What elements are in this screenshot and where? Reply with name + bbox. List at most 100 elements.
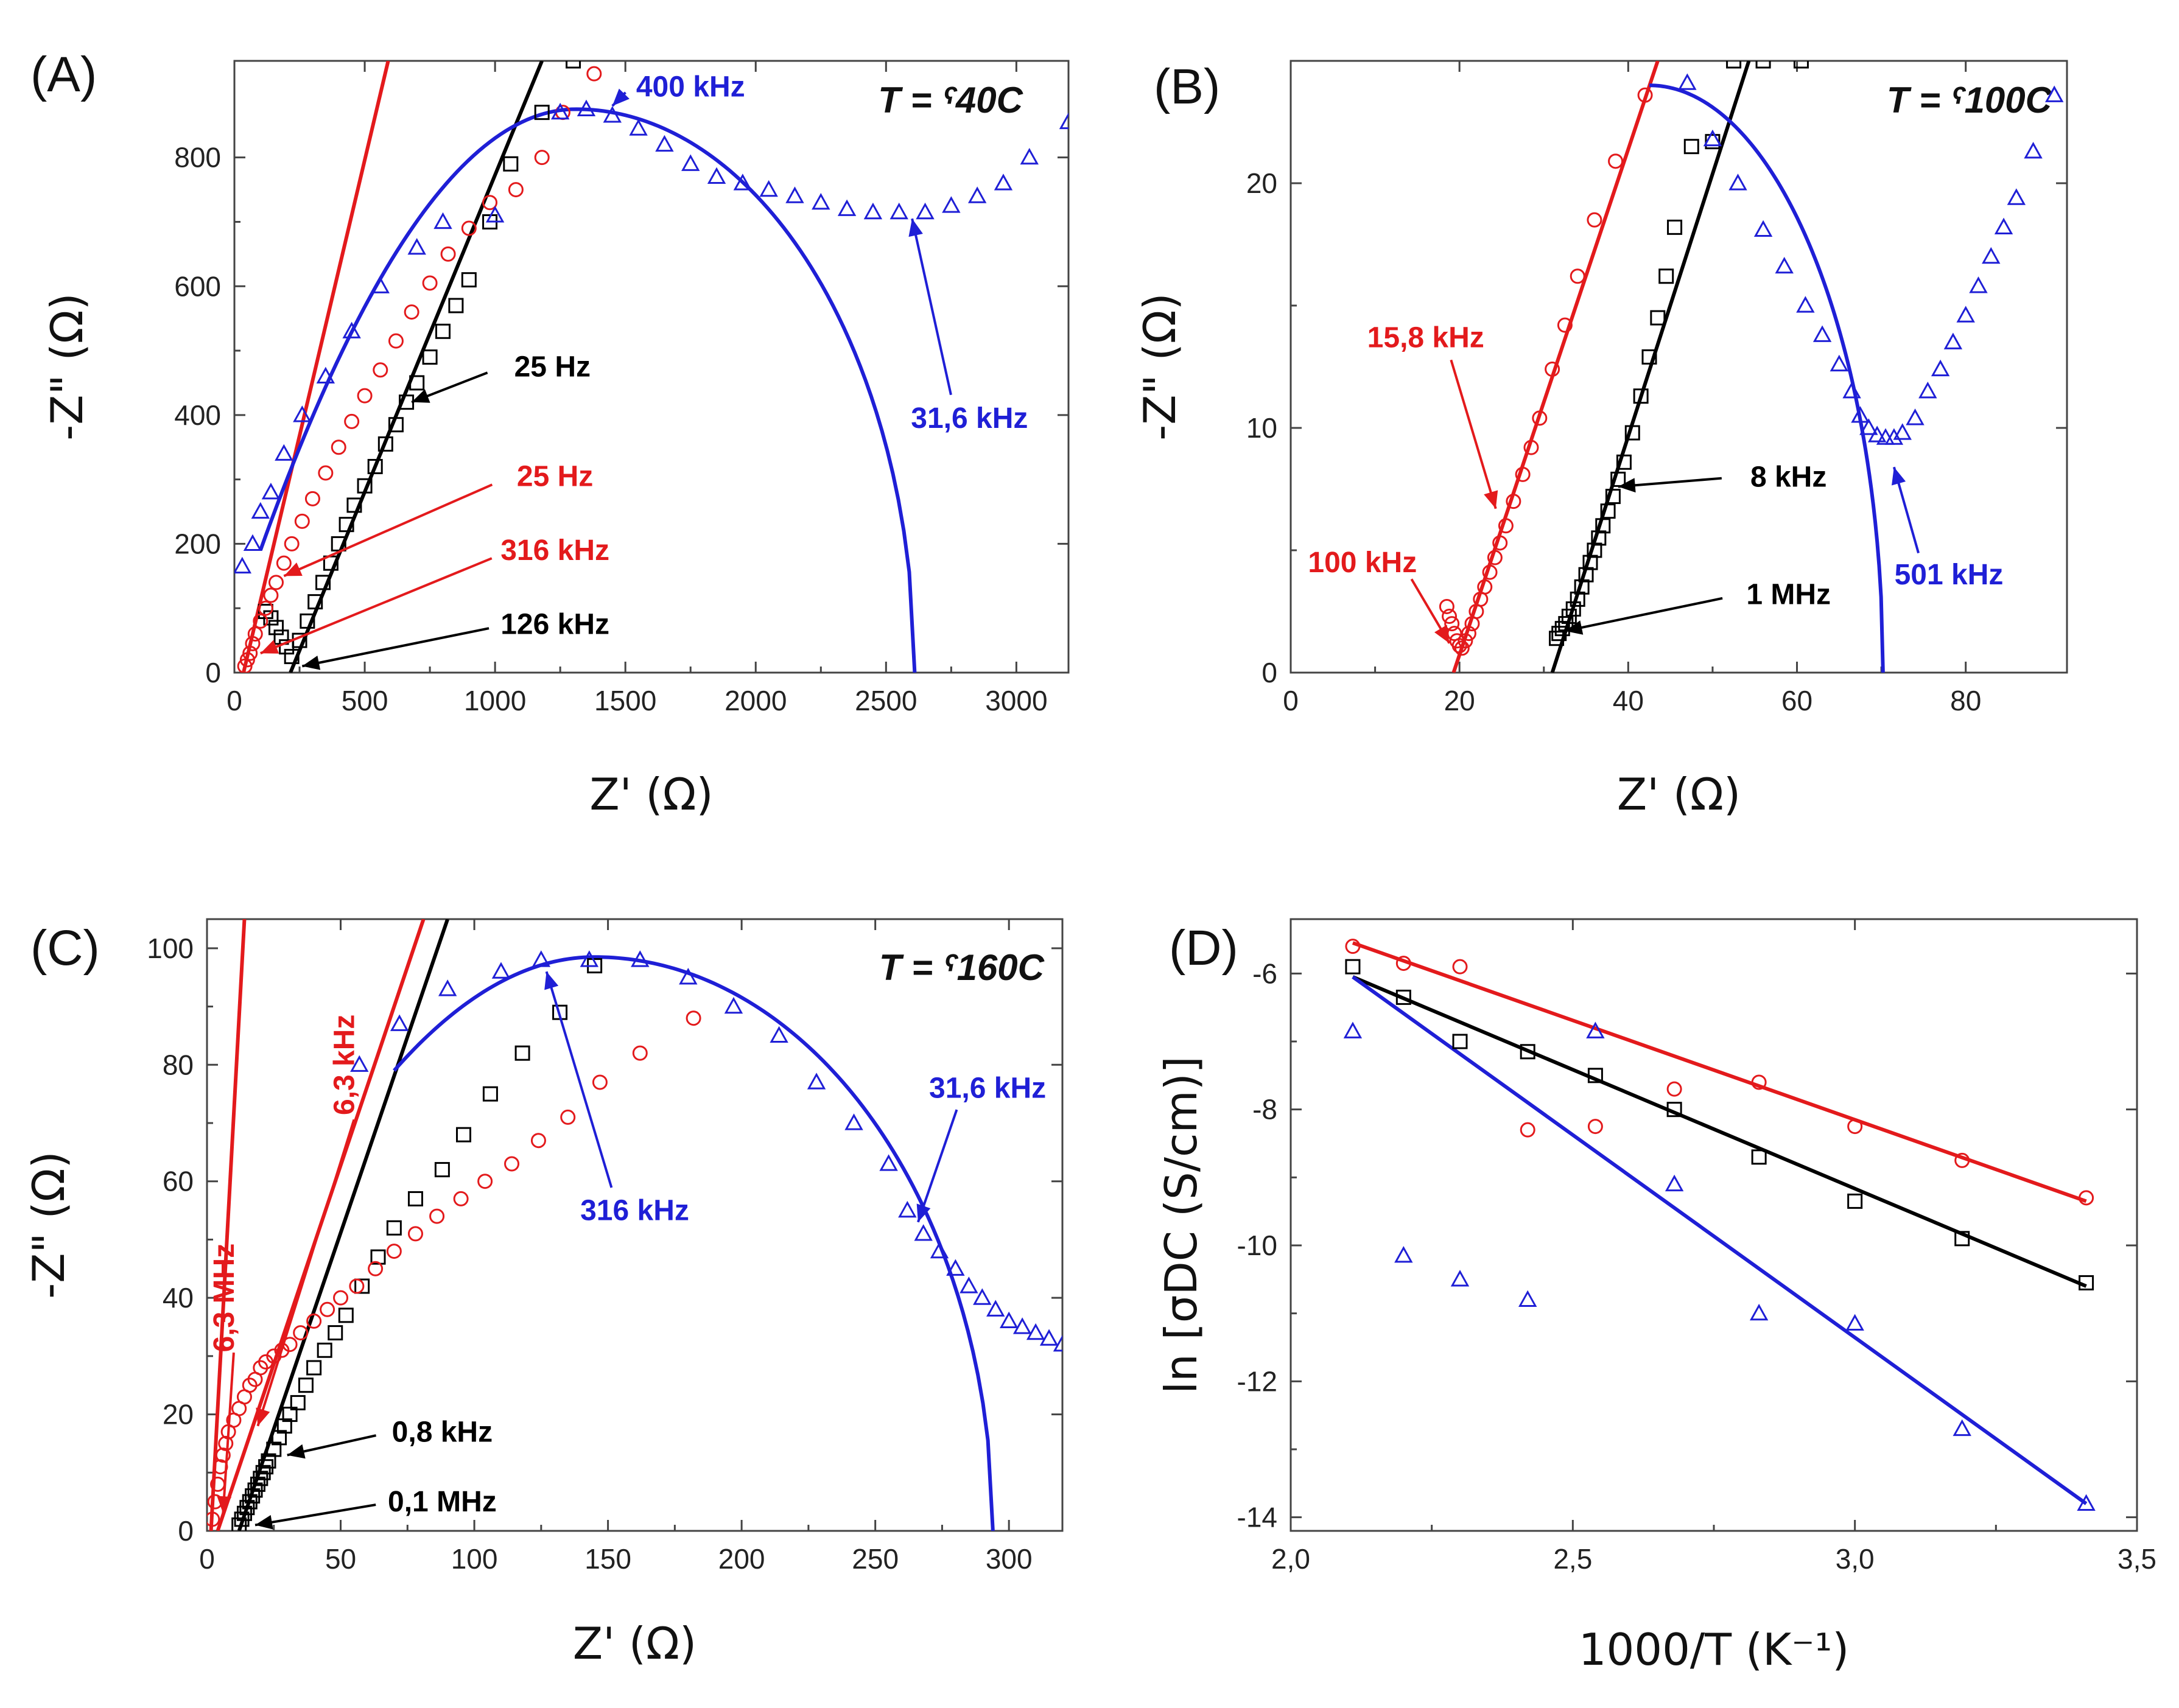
data-point xyxy=(1665,1174,1684,1192)
y-tick-label: 20 xyxy=(163,1399,194,1430)
data-point xyxy=(1345,959,1361,975)
data-point xyxy=(1954,1231,1970,1247)
data-point xyxy=(812,192,830,210)
data-point xyxy=(986,1300,1005,1317)
data-point xyxy=(1931,359,1950,377)
y-tick-label: 40 xyxy=(163,1282,194,1314)
data-point xyxy=(1587,1068,1603,1083)
data-point xyxy=(367,458,383,474)
data-point xyxy=(837,199,857,216)
annotation-arrow xyxy=(1450,359,1497,509)
data-point xyxy=(1452,1034,1468,1049)
series-red xyxy=(1439,87,1653,656)
data-point xyxy=(1450,1270,1470,1287)
annotation-label: 126 kHz xyxy=(500,609,609,641)
data-point xyxy=(218,1435,234,1451)
series-red xyxy=(237,66,602,673)
annotation-arrowhead xyxy=(1618,478,1636,493)
data-point xyxy=(2007,188,2026,205)
annotation-label: 25 Hz xyxy=(517,460,593,492)
data-point xyxy=(2079,1190,2094,1206)
data-point xyxy=(1492,535,1508,551)
data-point xyxy=(344,413,360,429)
annotation-arrowhead xyxy=(287,1444,306,1459)
data-point xyxy=(261,483,281,500)
y-tick-label: 10 xyxy=(1246,412,1277,444)
data-point xyxy=(304,491,320,506)
data-point xyxy=(1755,61,1771,69)
plot-area xyxy=(1439,61,2064,673)
data-point xyxy=(261,1453,276,1469)
data-point xyxy=(284,649,300,665)
data-point xyxy=(242,645,258,661)
x-tick-label: 2,5 xyxy=(1553,1543,1592,1575)
data-point xyxy=(1847,1193,1863,1209)
annotation-arrow xyxy=(545,971,613,1188)
data-point xyxy=(2045,85,2064,102)
annotation-label: 25 Hz xyxy=(514,351,591,383)
data-point xyxy=(328,1325,343,1341)
y-tick-label: 0 xyxy=(178,1515,194,1547)
panel-letter: (B) xyxy=(1154,59,1220,114)
data-point xyxy=(1624,425,1640,441)
data-point xyxy=(1751,1074,1767,1090)
data-point xyxy=(655,135,674,152)
fit-line xyxy=(1550,61,1751,673)
data-point xyxy=(1600,503,1616,519)
annotation-arrow xyxy=(911,218,952,396)
x-tick-label: 0 xyxy=(199,1543,215,1575)
data-point xyxy=(1487,550,1503,565)
x-tick-label: 60 xyxy=(1781,685,1812,716)
x-tick-label: 200 xyxy=(718,1543,765,1575)
data-point xyxy=(1395,989,1411,1005)
data-point xyxy=(294,513,310,529)
data-point xyxy=(407,1226,423,1242)
data-point xyxy=(1954,1152,1970,1168)
annotation-arrow xyxy=(222,1353,235,1514)
data-point xyxy=(338,1307,354,1323)
annotation-label: 31,6 kHz xyxy=(911,402,1028,435)
data-point xyxy=(207,1511,220,1527)
data-point xyxy=(370,1249,386,1265)
annotation-arrowhead xyxy=(1892,467,1906,486)
annotation-label: 6,3 MHz xyxy=(208,1244,240,1353)
fit-line xyxy=(242,61,390,673)
data-point xyxy=(1956,306,1975,323)
x-axis-title: 1000/T (K⁻¹) xyxy=(1579,1624,1850,1675)
data-point xyxy=(1458,633,1473,649)
x-tick-label: 40 xyxy=(1613,685,1644,716)
data-point xyxy=(268,620,284,635)
data-point xyxy=(318,465,334,481)
data-point xyxy=(2024,142,2043,159)
data-point xyxy=(1666,1081,1682,1097)
x-axis-title: Z' (Ω) xyxy=(589,769,713,820)
data-point xyxy=(1591,530,1607,546)
data-point xyxy=(1812,325,1832,342)
data-point xyxy=(879,1154,898,1171)
data-point xyxy=(1570,591,1585,607)
data-point xyxy=(534,105,550,121)
data-point xyxy=(434,1162,450,1178)
data-point xyxy=(300,613,315,629)
data-point xyxy=(514,1045,530,1061)
data-point xyxy=(1587,212,1602,228)
data-point xyxy=(1461,626,1476,642)
annotation-label: 15,8 kHz xyxy=(1367,321,1484,354)
data-point xyxy=(503,156,519,172)
y-tick-label: 200 xyxy=(174,528,221,559)
x-tick-label: 300 xyxy=(986,1543,1033,1575)
fit-line xyxy=(209,919,247,1531)
x-tick-label: 80 xyxy=(1950,685,1981,716)
data-point xyxy=(1518,1290,1537,1307)
data-point xyxy=(350,1055,369,1072)
annotation-arrowhead xyxy=(284,562,303,576)
data-point xyxy=(284,536,300,551)
data-point xyxy=(1728,173,1747,191)
y-tick-label: -8 xyxy=(1252,1094,1277,1125)
data-point xyxy=(1515,466,1531,482)
data-point xyxy=(1557,317,1573,333)
data-point xyxy=(1578,567,1594,583)
data-point xyxy=(707,167,726,184)
annotation-arrowhead xyxy=(302,656,321,670)
y-tick-label: 800 xyxy=(174,142,221,173)
